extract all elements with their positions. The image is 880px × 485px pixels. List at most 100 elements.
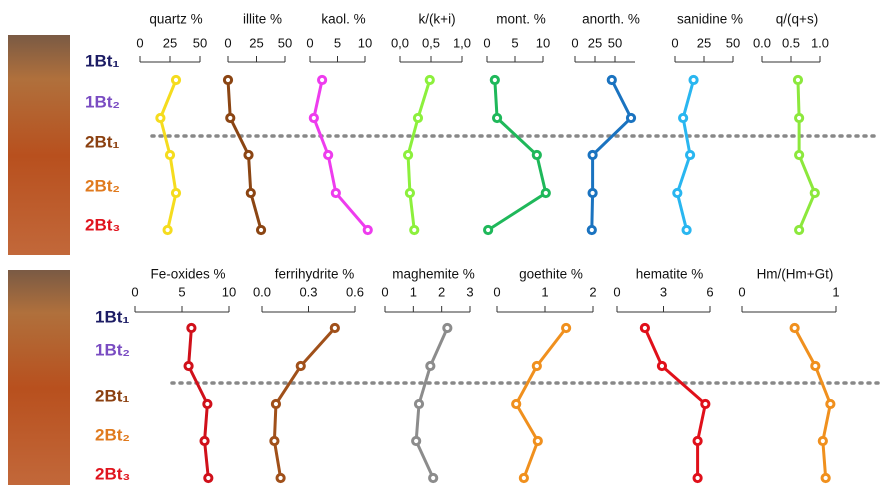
data-point [272,400,279,407]
data-point [157,114,164,121]
horizon-label: 1Bt₂ [95,340,130,359]
panel-title: hematite % [636,267,704,282]
data-point [201,437,208,444]
x-tick-label: 25 [588,35,602,50]
x-tick-label: 3 [660,284,667,299]
data-point [227,114,234,121]
panel-title: anorth. % [582,12,640,27]
data-point [172,76,179,83]
x-tick-label: 0,0 [391,35,409,50]
profile-line [645,328,705,478]
data-point [188,324,195,331]
data-point [694,474,701,481]
x-tick-label: 6 [706,284,713,299]
x-tick-label: 1 [410,284,417,299]
data-point [404,151,411,158]
data-point [245,151,252,158]
data-point [204,400,211,407]
soil-photo [8,270,70,485]
x-tick-label: 0 [136,35,143,50]
horizon-label: 1Bt₂ [85,92,120,111]
data-point [641,324,648,331]
data-point [520,474,527,481]
x-tick-label: 0.0 [753,35,771,50]
data-point [185,362,192,369]
data-point [491,76,498,83]
horizon-label: 2Bt₃ [95,464,130,483]
x-tick-label: 0.6 [346,284,364,299]
data-point [534,437,541,444]
x-tick-label: 5 [334,35,341,50]
data-point [827,400,834,407]
panel-title: Fe-oxides % [150,267,225,282]
data-point [608,76,615,83]
x-tick-label: 0 [306,35,313,50]
data-point [485,226,492,233]
data-point [563,324,570,331]
data-point [411,226,418,233]
x-tick-label: 50 [278,35,292,50]
data-point [533,151,540,158]
horizon-label: 2Bt₁ [85,132,119,151]
panel-title: quartz % [149,12,202,27]
data-point [690,76,697,83]
data-point [427,362,434,369]
x-tick-label: 1 [541,284,548,299]
data-point [325,151,332,158]
data-point [822,474,829,481]
data-point [426,76,433,83]
data-point [332,189,339,196]
data-point [257,226,264,233]
data-point [172,189,179,196]
x-tick-label: 0,5 [422,35,440,50]
data-point [627,114,634,121]
data-point [674,189,681,196]
x-tick-label: 0 [493,284,500,299]
data-point [819,437,826,444]
data-point [811,189,818,196]
profile-line [314,80,368,230]
x-tick-label: 10 [536,35,550,50]
x-tick-label: 25 [249,35,263,50]
data-point [791,324,798,331]
x-tick-label: 0 [483,35,490,50]
data-point [542,189,549,196]
x-tick-label: 0 [224,35,231,50]
data-point [680,114,687,121]
data-point [224,76,231,83]
x-tick-label: 0.5 [782,35,800,50]
x-tick-label: 0 [131,284,138,299]
data-point [430,474,437,481]
panel-title: mont. % [496,12,546,27]
data-point [796,114,803,121]
horizon-label: 2Bt₂ [95,425,130,444]
x-tick-label: 0 [613,284,620,299]
data-point [588,226,595,233]
profile-line [795,328,831,478]
data-point [319,76,326,83]
data-point [493,114,500,121]
data-point [794,76,801,83]
x-tick-label: 1,0 [453,35,471,50]
data-point [271,437,278,444]
data-point [297,362,304,369]
data-point [812,362,819,369]
panel-title: goethite % [519,267,583,282]
data-point [513,400,520,407]
panel-title: ferrihydrite % [275,267,355,282]
data-point [415,400,422,407]
x-tick-label: 0.0 [253,284,271,299]
data-point [277,474,284,481]
horizon-label: 1Bt₁ [85,51,119,70]
data-point [164,226,171,233]
data-point [694,437,701,444]
panel-title: sanidine % [677,12,743,27]
x-tick-label: 2 [438,284,445,299]
x-tick-label: 0 [671,35,678,50]
data-point [702,400,709,407]
x-tick-label: 10 [222,284,236,299]
data-point [414,114,421,121]
figure: 1Bt₁1Bt₂2Bt₁2Bt₂2Bt₃quartz %02550illite … [0,0,880,485]
panel-title: kaol. % [321,12,365,27]
horizon-label: 2Bt₁ [95,386,129,405]
